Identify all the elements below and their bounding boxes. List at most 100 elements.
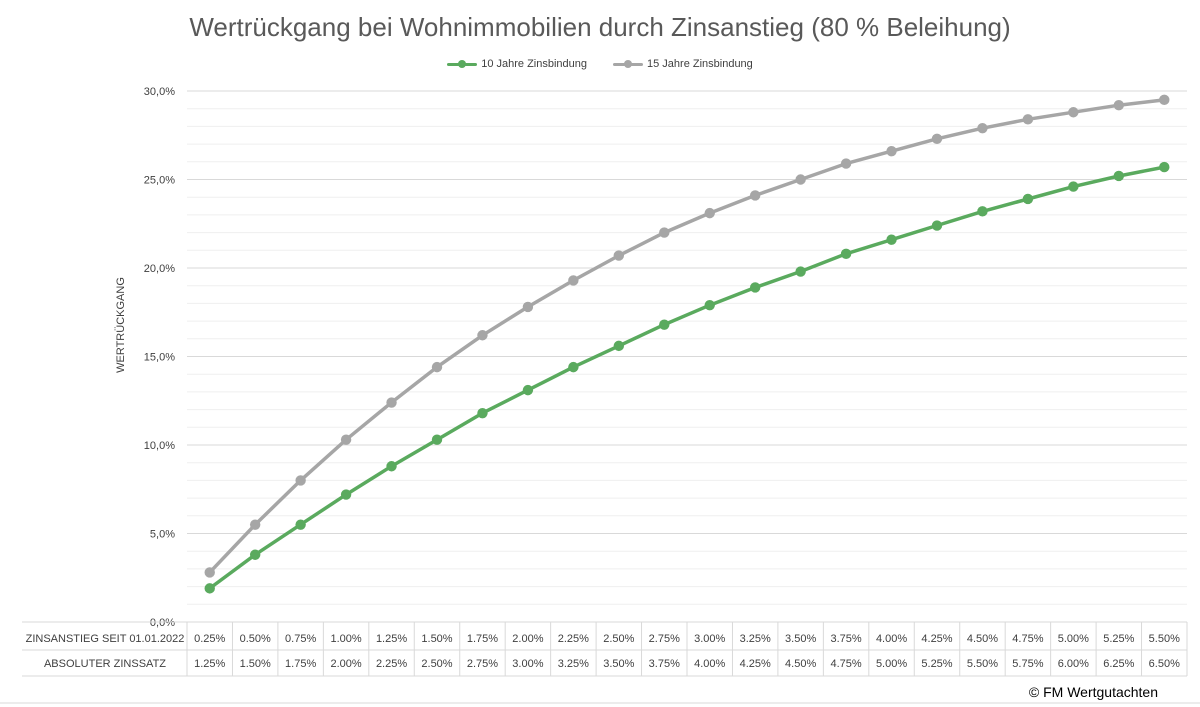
data-point-15-jahre [613, 250, 625, 261]
data-point-10-jahre [568, 361, 579, 373]
x-tick-label: 4.75% [1012, 633, 1043, 645]
x-tick-label: 2.00% [330, 658, 361, 670]
data-point-15-jahre [522, 301, 534, 313]
x-tick-label: 5.25% [921, 658, 952, 670]
data-point-10-jahre [1022, 193, 1034, 205]
x-tick-label: 4.25% [921, 633, 952, 645]
y-tick-label: 0,0% [150, 617, 175, 629]
data-point-10-jahre [431, 434, 443, 445]
data-point-10-jahre [386, 461, 397, 472]
y-tick-label: 5,0% [150, 529, 175, 541]
data-point-15-jahre [749, 190, 761, 201]
x-tick-label: 1.00% [330, 633, 361, 645]
x-tick-label: 6.50% [1149, 658, 1180, 670]
data-point-10-jahre [1068, 181, 1079, 192]
legend-swatch-15-jahre [613, 58, 643, 70]
x-tick-label: 5.50% [967, 658, 998, 670]
data-point-10-jahre [977, 206, 988, 217]
x-tick-label: 0.25% [194, 633, 225, 645]
x-tick-label: 6.25% [1103, 658, 1134, 670]
series-line-15-jahre [207, 98, 1167, 575]
data-point-15-jahre [840, 158, 852, 169]
x-tick-label: 0.75% [285, 633, 316, 645]
y-tick-label: 30,0% [144, 86, 175, 98]
x-tick-label: 1.50% [240, 658, 271, 670]
x-tick-label: 3.00% [694, 633, 725, 645]
data-point-10-jahre [249, 549, 261, 560]
x-tick-label: 0.50% [240, 633, 271, 645]
data-point-15-jahre [568, 275, 579, 286]
data-point-10-jahre [795, 266, 806, 277]
chart-title: Wertrückgang bei Wohnimmobilien durch Zi… [189, 12, 1011, 42]
data-point-15-jahre [204, 567, 215, 578]
legend-label-10-jahre: 10 Jahre Zinsbindung [481, 58, 587, 70]
data-point-10-jahre [659, 319, 670, 330]
data-point-10-jahre [477, 407, 488, 419]
data-point-15-jahre [931, 133, 943, 144]
x-tick-label: 2.25% [376, 658, 407, 670]
x-tick-label: 3.25% [558, 658, 589, 670]
data-point-10-jahre [340, 489, 352, 500]
legend-swatch-10-jahre [447, 58, 478, 70]
x-tick-label: 4.25% [740, 658, 771, 670]
x-tick-label: 3.75% [649, 658, 680, 670]
x-tick-label: 1.25% [376, 633, 407, 645]
data-point-10-jahre [749, 282, 761, 293]
copyright-notice: © FM Wertgutachten [1028, 684, 1158, 700]
x-tick-label: 3.50% [603, 658, 634, 670]
y-tick-label: 10,0% [144, 440, 175, 452]
data-point-10-jahre [931, 220, 943, 231]
x-tick-label: 2.75% [467, 658, 498, 670]
data-point-15-jahre [386, 397, 397, 408]
x-tick-label: 2.50% [421, 658, 452, 670]
table-row-label: ABSOLUTER ZINSSATZ [44, 658, 166, 670]
x-tick-label: 2.50% [603, 633, 634, 645]
x-tick-label: 4.75% [830, 658, 861, 670]
data-point-15-jahre [977, 122, 988, 134]
x-tick-label: 5.25% [1103, 633, 1134, 645]
x-tick-label: 4.50% [967, 633, 998, 645]
series-line-10-jahre [207, 165, 1167, 591]
data-point-15-jahre [659, 227, 670, 238]
x-tick-label: 1.50% [421, 633, 452, 645]
data-point-15-jahre [295, 475, 306, 486]
x-tick-label: 4.50% [785, 658, 816, 670]
data-point-15-jahre [431, 361, 443, 373]
x-tick-label: 6.00% [1058, 658, 1089, 670]
data-point-10-jahre [840, 248, 852, 260]
x-tick-label: 1.25% [194, 658, 225, 670]
data-point-10-jahre [522, 384, 534, 396]
x-tick-label: 3.75% [830, 633, 861, 645]
y-tick-label: 25,0% [144, 175, 175, 187]
legend: 10 Jahre Zinsbindung 15 Jahre Zinsbindun… [0, 58, 1200, 70]
data-point-15-jahre [1022, 114, 1034, 125]
x-tick-label: 2.25% [558, 633, 589, 645]
x-tick-label: 2.00% [512, 633, 543, 645]
x-tick-label: 3.00% [512, 658, 543, 670]
data-point-10-jahre [295, 519, 306, 530]
data-point-15-jahre [340, 434, 352, 445]
data-point-15-jahre [477, 330, 488, 341]
x-tick-label: 1.75% [285, 658, 316, 670]
legend-label-15-jahre: 15 Jahre Zinsbindung [647, 58, 753, 70]
data-point-10-jahre [704, 299, 715, 311]
y-tick-label: 15,0% [144, 352, 175, 364]
data-point-10-jahre [613, 340, 625, 352]
data-point-15-jahre [1068, 107, 1079, 118]
data-point-15-jahre [1113, 99, 1125, 111]
data-point-10-jahre [204, 583, 215, 594]
x-tick-label: 3.25% [740, 633, 771, 645]
data-point-15-jahre [704, 207, 715, 219]
x-tick-label: 5.00% [876, 658, 907, 670]
x-tick-label: 5.50% [1149, 633, 1180, 645]
table-row-label: ZINSANSTIEG SEIT 01.01.2022 [26, 633, 185, 645]
data-point-15-jahre [1159, 94, 1170, 106]
data-point-10-jahre [886, 234, 897, 245]
x-tick-label: 2.75% [649, 633, 680, 645]
x-tick-label: 5.00% [1058, 633, 1089, 645]
data-point-15-jahre [886, 145, 897, 157]
data-point-10-jahre [1159, 161, 1170, 173]
data-point-15-jahre [249, 519, 261, 530]
x-tick-label: 5.75% [1012, 658, 1043, 670]
x-tick-label: 4.00% [694, 658, 725, 670]
